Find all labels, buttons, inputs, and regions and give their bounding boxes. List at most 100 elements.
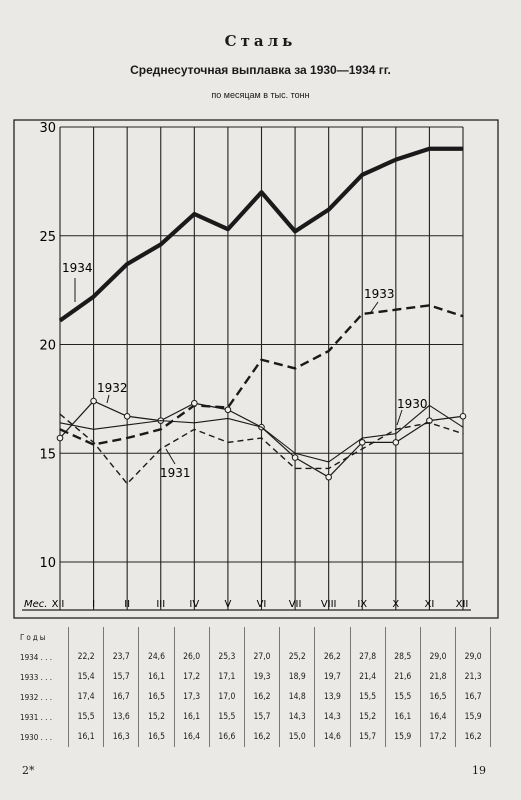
x-tick-label: IX xyxy=(357,599,367,610)
data-point xyxy=(459,412,467,420)
table-cell: 17,4 xyxy=(67,687,104,707)
table-cell: 16,7 xyxy=(455,687,492,707)
table-cell: 29,0 xyxy=(455,647,492,667)
table-cell: 29,0 xyxy=(419,647,456,667)
data-point xyxy=(126,437,128,439)
table-cell: 16,6 xyxy=(208,727,245,747)
x-tick-label: XII xyxy=(52,599,65,610)
data-point xyxy=(361,448,363,450)
data-point xyxy=(294,467,296,470)
unit-note: по месяцам в тыс. тонн xyxy=(211,90,310,100)
series-1934: 1934 xyxy=(58,146,464,323)
data-point xyxy=(92,296,95,298)
data-point xyxy=(126,483,128,485)
data-point xyxy=(92,443,95,446)
data-point xyxy=(260,437,263,439)
table-cell: 15,2 xyxy=(349,707,386,727)
table-row: 1933 . . . 15,4 15,7 16,1 17,2 17,1 19,3 18,9 19… xyxy=(14,667,492,687)
data-point xyxy=(428,422,431,424)
table-cell: 14,8 xyxy=(279,687,315,707)
page-number: 19 xyxy=(472,764,486,777)
table-cell: 13,6 xyxy=(103,707,139,727)
table-cell: 22,2 xyxy=(67,647,104,667)
x-tick-label: II xyxy=(124,599,130,610)
x-tick-label: IV xyxy=(189,599,199,610)
data-point xyxy=(328,209,330,211)
table-cell: 15,7 xyxy=(349,727,386,747)
table-cell: 15,5 xyxy=(349,687,386,707)
table-cell: 16,5 xyxy=(138,687,175,707)
data-point xyxy=(227,417,229,420)
footer-mark: 2* xyxy=(22,764,35,777)
data-point xyxy=(160,243,162,246)
series-1930: 1930 xyxy=(59,397,464,463)
data-point xyxy=(395,159,397,161)
table-cell: 21,6 xyxy=(384,667,421,687)
x-tick-label: V xyxy=(224,599,231,610)
data-point xyxy=(59,413,61,415)
data-point xyxy=(191,399,198,407)
data-point xyxy=(462,315,464,317)
chart-frame xyxy=(13,119,499,619)
data-point xyxy=(462,426,464,428)
data-point xyxy=(358,439,366,446)
data-point xyxy=(193,213,195,215)
data-point xyxy=(160,420,162,422)
data-table: Годы 1934 . . . 22,2 23,7 24,6 26,0 25,3 27,0 2… xyxy=(14,627,492,747)
table-row-label: 1930 . . . xyxy=(20,732,53,742)
data-point xyxy=(428,404,431,406)
data-point xyxy=(395,433,397,435)
data-point xyxy=(294,367,296,370)
data-point xyxy=(123,412,131,420)
table-cell: 19,7 xyxy=(314,667,350,687)
table-row-label: 1931 . . . xyxy=(20,712,53,722)
table-cell: 14,3 xyxy=(279,707,315,727)
series-label: 1934 xyxy=(62,261,93,275)
data-point xyxy=(227,228,229,230)
data-point xyxy=(328,467,330,470)
table-row: 1934 . . . 22,2 23,7 24,6 26,0 25,3 27,0 25,2 26… xyxy=(14,647,492,667)
data-point xyxy=(260,191,263,193)
table-cell: 15,7 xyxy=(243,707,280,727)
table-cell: 16,1 xyxy=(138,667,175,687)
table-cell: 17,2 xyxy=(173,667,210,687)
table-cell: 16,3 xyxy=(103,727,139,747)
table-cell: 15,9 xyxy=(384,727,421,747)
data-point xyxy=(224,406,232,414)
data-point xyxy=(294,452,296,454)
table-row-label: 1933 . . . xyxy=(20,672,53,682)
page-title: Сталь xyxy=(224,32,297,50)
table-cell: 16,5 xyxy=(419,687,456,707)
x-axis-title: Мес. xyxy=(24,599,47,610)
y-tick-label: 30 xyxy=(39,121,56,136)
table-cell: 17,2 xyxy=(419,727,456,747)
table-row-label: 1932 . . . xyxy=(20,692,53,702)
table-cell: 28,5 xyxy=(384,647,421,667)
table-cell: 16,5 xyxy=(138,727,175,747)
table-cell: 15,2 xyxy=(138,707,175,727)
table-cell: 23,7 xyxy=(103,647,139,667)
table-cell: 15,5 xyxy=(384,687,421,707)
series-label: 1931 xyxy=(160,466,191,480)
x-tick-label: VI xyxy=(257,599,267,610)
table-cell: 17,3 xyxy=(173,687,210,707)
series-label: 1930 xyxy=(397,397,428,411)
legend-leader xyxy=(396,409,403,426)
table-cell: 27,0 xyxy=(243,647,280,667)
data-point xyxy=(325,473,332,481)
table-cell: 26,0 xyxy=(173,647,210,667)
data-point xyxy=(260,426,263,428)
series-label: 1933 xyxy=(364,287,395,301)
data-point xyxy=(361,174,363,176)
data-point xyxy=(294,230,296,232)
table-cell: 25,3 xyxy=(208,647,245,667)
table-cell: 16,4 xyxy=(419,707,456,727)
table-cell: 15,5 xyxy=(67,707,104,727)
y-tick-label: 15 xyxy=(39,447,56,462)
data-point xyxy=(462,148,464,150)
x-tick-label: VIII xyxy=(321,599,337,610)
data-point xyxy=(395,309,397,311)
series-1931: 1931 xyxy=(59,413,464,485)
data-point xyxy=(428,148,431,150)
